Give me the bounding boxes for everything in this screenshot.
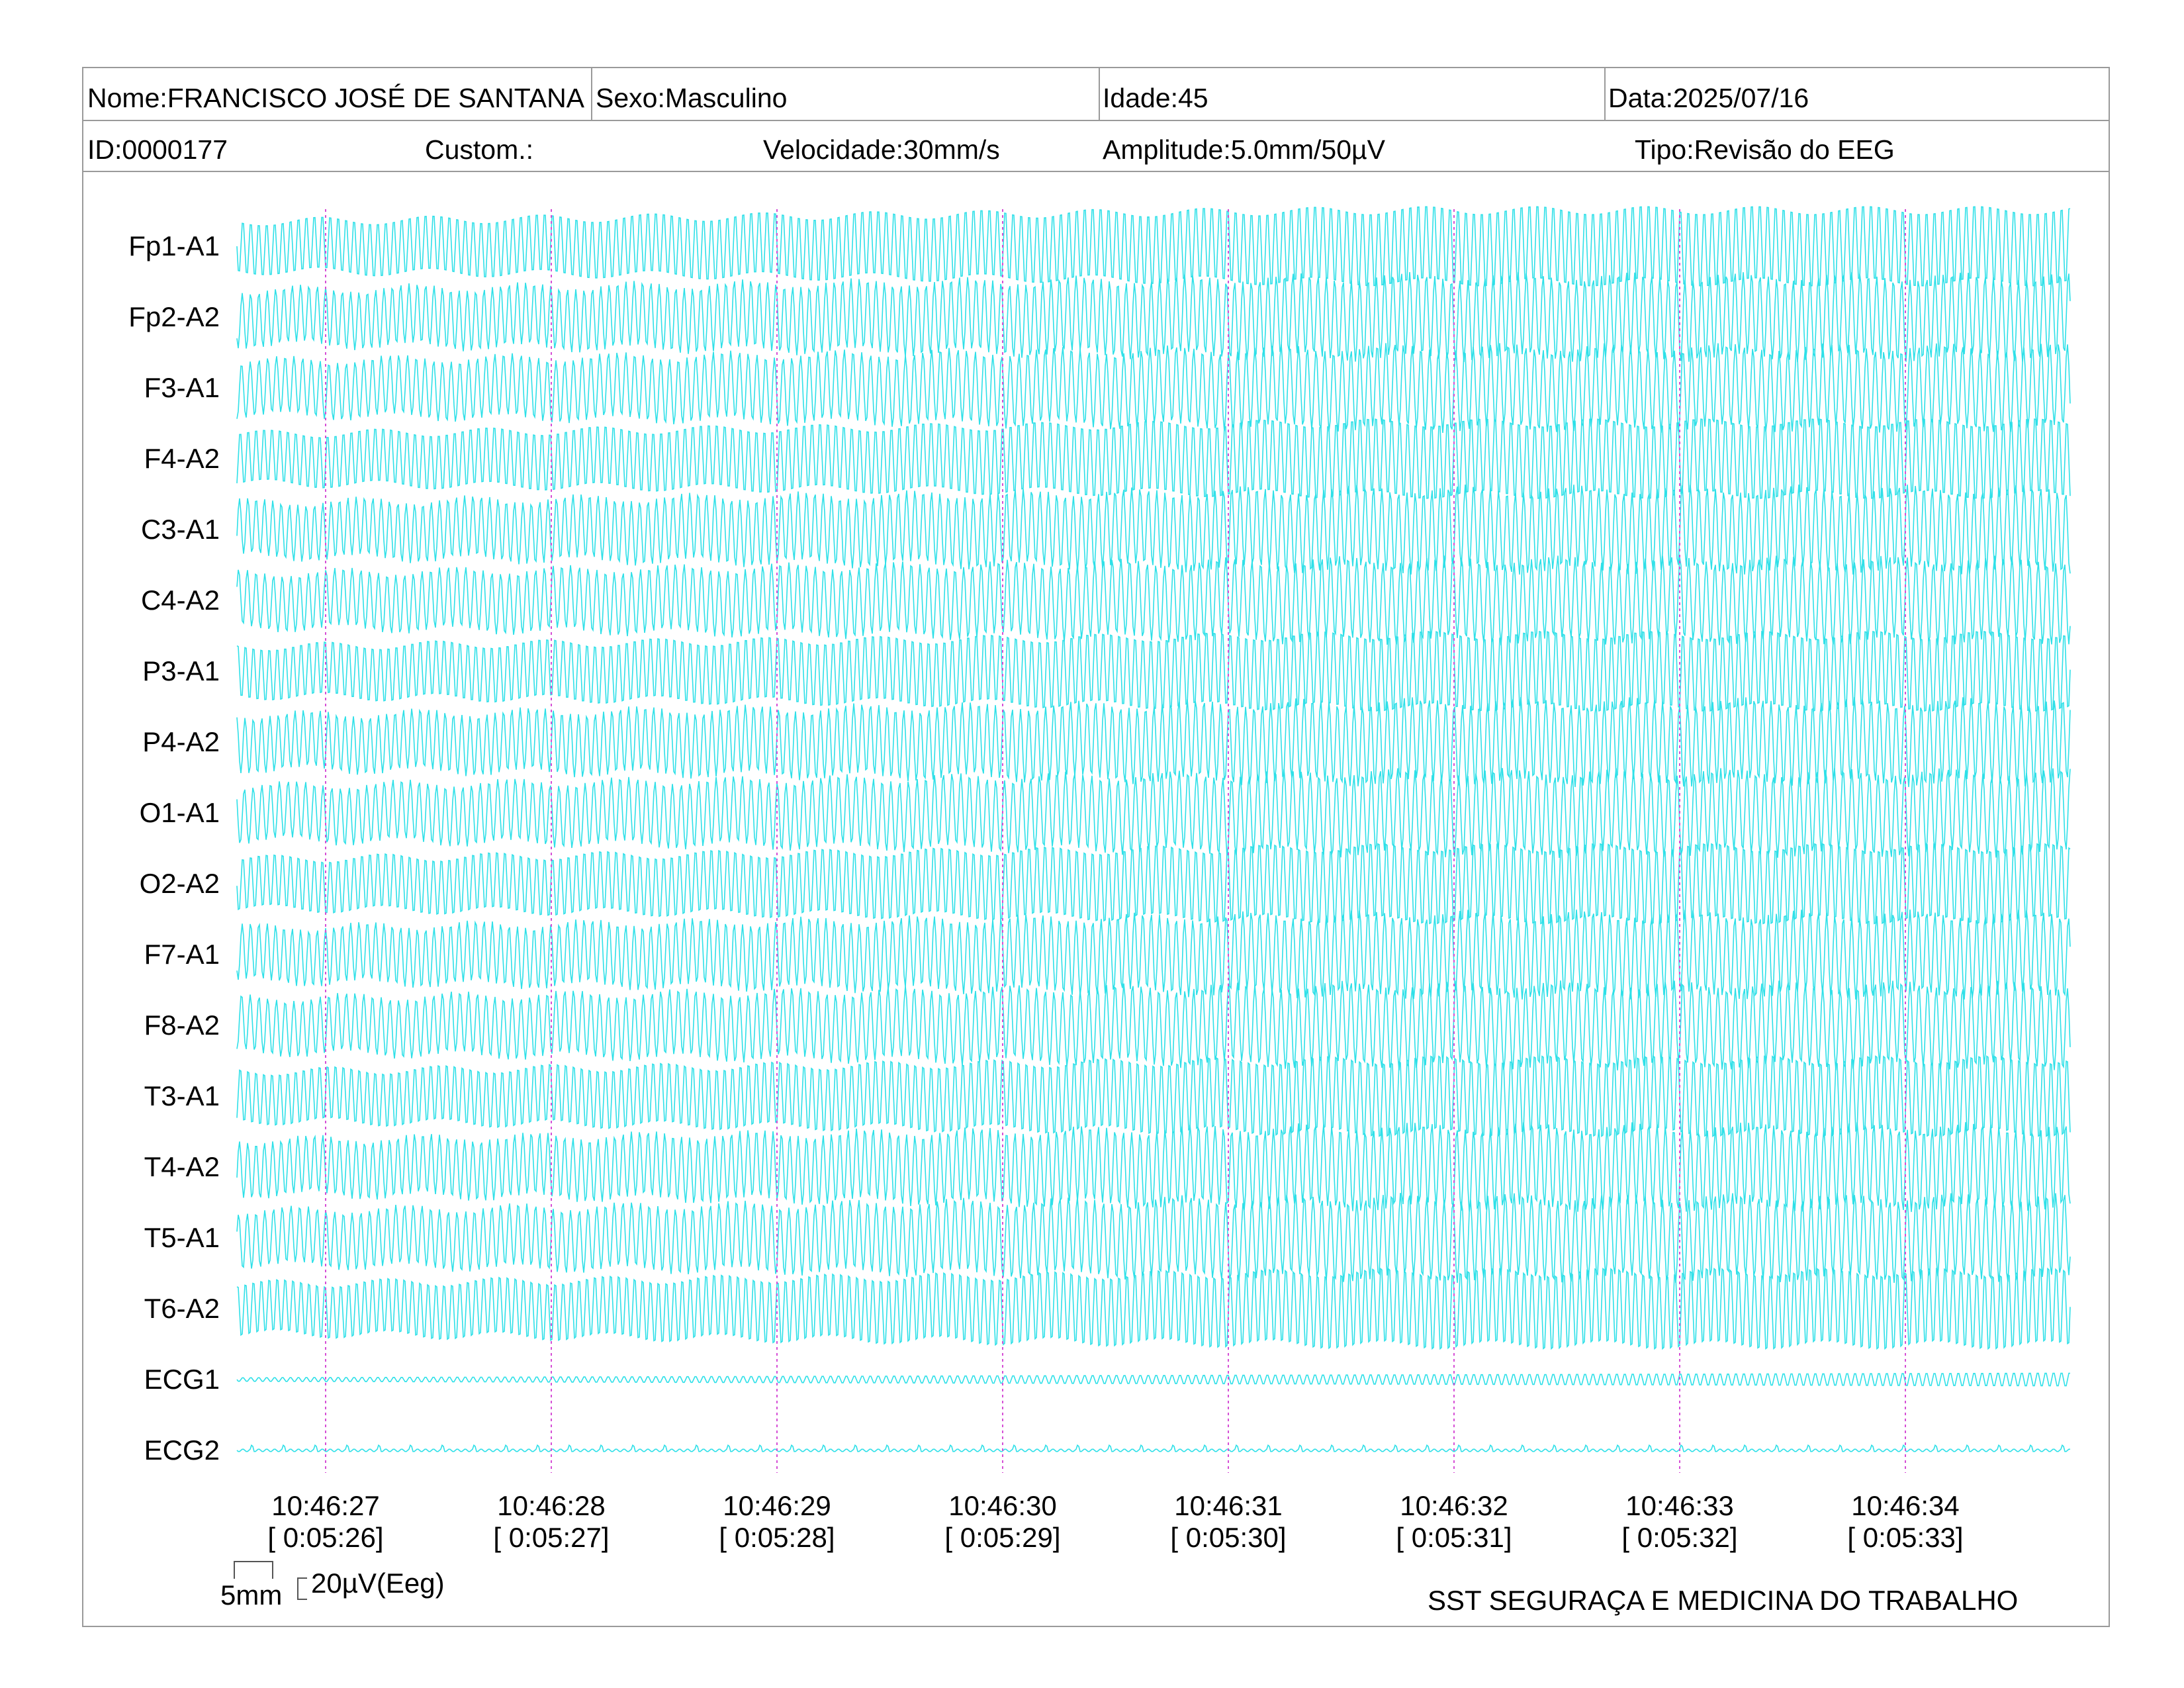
channel-label-t4-a2: T4-A2: [144, 1151, 220, 1182]
trace-f7-a1: [236, 910, 2071, 1000]
time-marker-elapsed: [ 0:05:31]: [1396, 1522, 1512, 1553]
channel-label-fp2-a2: Fp2-A2: [128, 301, 220, 332]
report-frame: [82, 67, 2110, 1627]
trace-c4-a2: [236, 555, 2071, 645]
trace-p4-a2: [236, 696, 2071, 787]
time-marker-elapsed: [ 0:05:28]: [719, 1522, 835, 1553]
header-divider-1: [82, 120, 2110, 121]
custom-field: Custom.:: [425, 134, 534, 165]
time-scale-label: 5mm: [220, 1579, 283, 1611]
channel-label-ecg2: ECG2: [144, 1434, 220, 1466]
time-marker-elapsed: [ 0:05:26]: [267, 1522, 384, 1553]
time-marker-clock: 10:46:32: [1400, 1490, 1508, 1521]
trace-t3-a1: [236, 1055, 2071, 1137]
patient-name: Nome:FRANCISCO JOSÉ DE SANTANA: [87, 83, 585, 113]
time-marker-clock: 10:46:27: [271, 1490, 380, 1521]
trace-t5-a1: [236, 1193, 2071, 1283]
trace-f3-a1: [236, 343, 2071, 433]
channel-label-o1-a1: O1-A1: [139, 797, 220, 828]
time-marker-clock: 10:46:29: [723, 1490, 831, 1521]
trace-ecg2: [236, 1444, 2070, 1452]
amplitude-scale-label: 20µV(Eeg): [311, 1568, 445, 1599]
channel-label-t6-a2: T6-A2: [144, 1293, 220, 1324]
header-cell-divider: [1604, 67, 1606, 120]
trace-t4-a2: [236, 1122, 2071, 1212]
time-marker-clock: 10:46:31: [1174, 1490, 1283, 1521]
trace-t6-a2: [236, 1267, 2071, 1350]
amplitude-scale-icon: [297, 1577, 307, 1600]
channel-label-t5-a1: T5-A1: [144, 1222, 220, 1253]
trace-f8-a2: [236, 980, 2071, 1071]
trace-c3-a1: [236, 484, 2071, 575]
time-marker-elapsed: [ 0:05:29]: [944, 1522, 1061, 1553]
patient-id: ID:0000177: [87, 134, 228, 165]
trace-o2-a2: [236, 843, 2071, 925]
trace-ecg1: [236, 1372, 2070, 1387]
time-marker-elapsed: [ 0:05:32]: [1621, 1522, 1738, 1553]
time-marker-elapsed: [ 0:05:27]: [493, 1522, 610, 1553]
patient-sex: Sexo:Masculino: [596, 83, 788, 113]
patient-age: Idade:45: [1103, 83, 1208, 113]
time-marker-clock: 10:46:30: [948, 1490, 1057, 1521]
channel-label-fp1-a1: Fp1-A1: [128, 230, 220, 261]
paper-speed: Velocidade:30mm/s: [763, 134, 1000, 165]
time-marker-clock: 10:46:33: [1625, 1490, 1734, 1521]
channel-label-f3-a1: F3-A1: [144, 372, 220, 403]
trace-o1-a1: [236, 768, 2071, 859]
exam-type: Tipo:Revisão do EEG: [1635, 134, 1895, 165]
channel-label-f7-a1: F7-A1: [144, 939, 220, 970]
header-cell-divider: [1099, 67, 1100, 120]
channel-label-ecg1: ECG1: [144, 1364, 220, 1395]
trace-fp2-a2: [236, 272, 2071, 363]
channel-label-p3-a1: P3-A1: [142, 655, 220, 686]
trace-fp1-a1: [236, 206, 2071, 287]
time-marker-clock: 10:46:34: [1851, 1490, 1960, 1521]
time-marker-elapsed: [ 0:05:33]: [1847, 1522, 1964, 1553]
header-cell-divider: [591, 67, 592, 120]
time-scale-icon: [234, 1561, 273, 1579]
channel-label-c3-a1: C3-A1: [140, 514, 220, 545]
channel-label-c4-a2: C4-A2: [140, 585, 220, 616]
header-divider-2: [82, 171, 2110, 172]
channel-label-f8-a2: F8-A2: [144, 1009, 220, 1041]
amplitude-setting: Amplitude:5.0mm/50µV: [1103, 134, 1385, 165]
trace-f4-a2: [236, 418, 2071, 499]
channel-label-p4-a2: P4-A2: [142, 726, 220, 757]
channel-label-f4-a2: F4-A2: [144, 443, 220, 474]
exam-date: Data:2025/07/16: [1608, 83, 1809, 113]
time-marker-clock: 10:46:28: [497, 1490, 606, 1521]
clinic-name: SST SEGURAÇA E MEDICINA DO TRABALHO: [1428, 1585, 2019, 1616]
trace-p3-a1: [236, 630, 2071, 712]
time-marker-elapsed: [ 0:05:30]: [1170, 1522, 1287, 1553]
channel-label-o2-a2: O2-A2: [139, 868, 220, 899]
channel-label-t3-a1: T3-A1: [144, 1080, 220, 1111]
